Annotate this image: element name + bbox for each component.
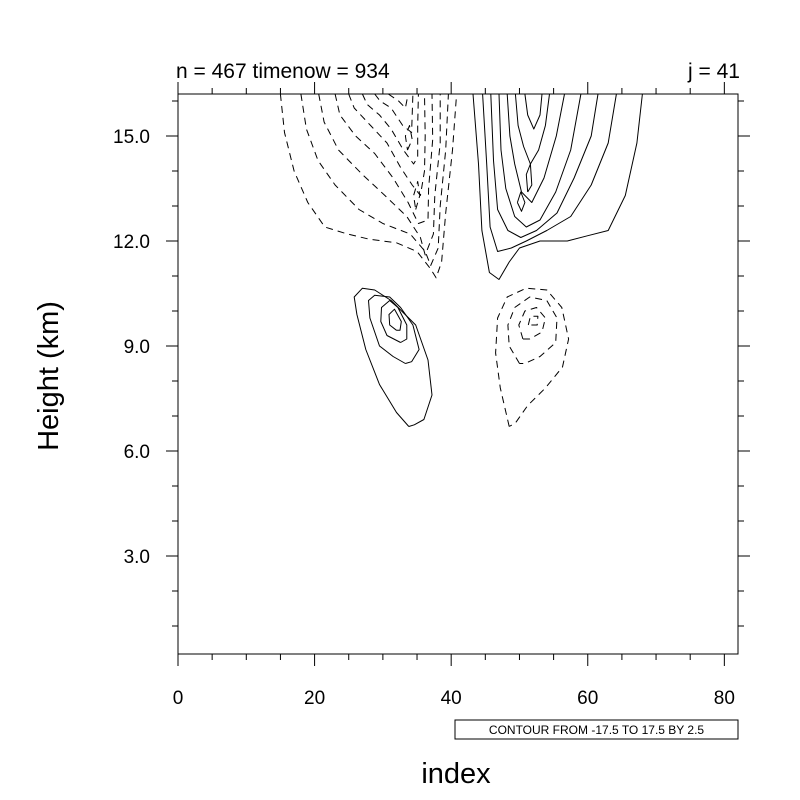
- y-tick-label: 6.0: [124, 442, 150, 463]
- x-tick-label: 40: [441, 688, 462, 709]
- contour-positive: [490, 93, 599, 238]
- title-left: n = 467 timenow = 934: [176, 60, 390, 83]
- contour-positive: [514, 93, 550, 165]
- contour-negative: [374, 93, 414, 133]
- contour-positive: [524, 93, 543, 130]
- axis-ticks: [166, 82, 750, 666]
- contour-negative: [361, 93, 419, 165]
- x-tick-label: 80: [714, 688, 735, 709]
- contour-negative: [300, 93, 449, 266]
- contour-info-label: CONTOUR FROM -17.5 TO 17.5 BY 2.5: [489, 723, 705, 737]
- contour-positive: [353, 287, 433, 427]
- y-tick-label: 9.0: [124, 337, 150, 358]
- contour-positive: [506, 93, 565, 203]
- x-tick-label: 60: [577, 688, 598, 709]
- contour-info-box: [454, 719, 739, 740]
- plot-frame: [177, 93, 739, 655]
- contour-positive: [472, 93, 643, 280]
- x-tick-label: 0: [173, 688, 184, 709]
- contour-negative: [518, 307, 546, 340]
- contour-negative: [348, 93, 426, 196]
- contour-negative: [404, 125, 413, 151]
- y-axis-title: Height (km): [33, 301, 65, 451]
- contour-negative: [334, 93, 434, 224]
- y-tick-label: 12.0: [113, 232, 150, 253]
- contour-positive: [498, 93, 582, 228]
- title-right: j = 41: [687, 60, 740, 83]
- contour-positive: [368, 294, 420, 364]
- contour-positive: [380, 300, 408, 343]
- y-tick-label: 15.0: [113, 127, 150, 148]
- x-tick-label: 20: [304, 688, 325, 709]
- y-tick-label: 3.0: [124, 547, 150, 568]
- contour-lines: [279, 93, 643, 427]
- contour-negative: [527, 315, 539, 326]
- contour-positive: [525, 163, 533, 193]
- contour-negative: [388, 93, 409, 109]
- tick-labels: 0 20 40 60 80 3.0 6.0 9.0 12.0 15.0: [113, 127, 735, 709]
- contour-negative: [507, 296, 558, 364]
- contour-positive: [516, 191, 526, 212]
- contour-positive: [482, 93, 617, 252]
- contour-negative: [495, 287, 570, 427]
- contour-negative: [318, 93, 441, 256]
- contour-positive: [388, 308, 402, 331]
- x-axis-title: index: [421, 758, 491, 790]
- contour-negative: [279, 93, 458, 279]
- contour-negative: [413, 181, 421, 210]
